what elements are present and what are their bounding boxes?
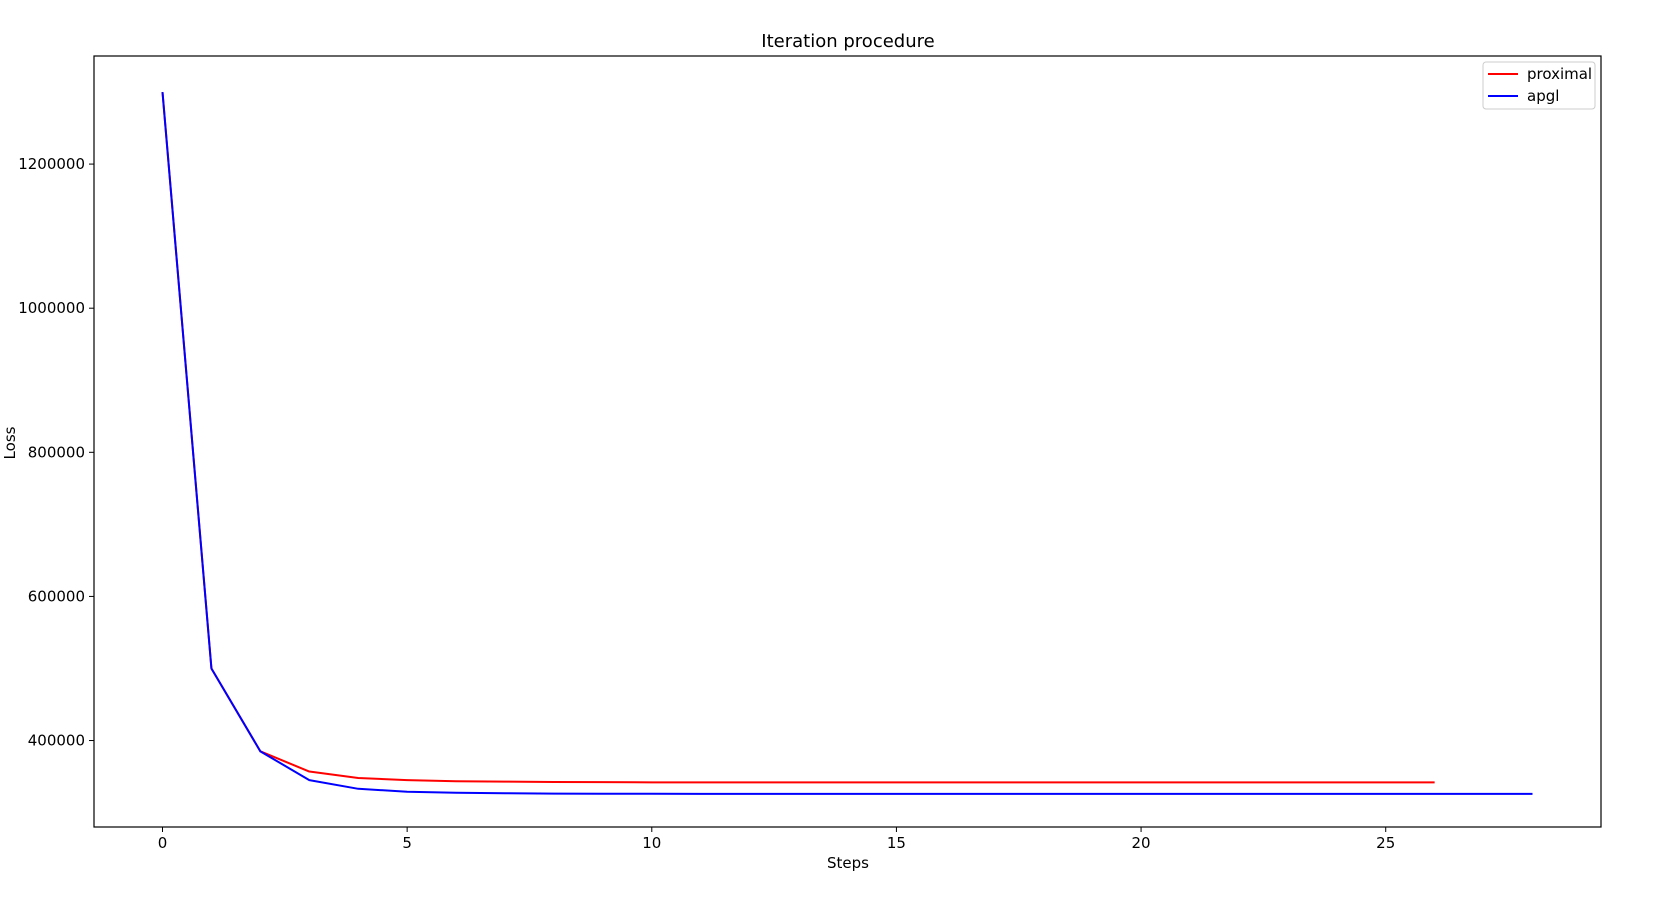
x-tick-label: 10 xyxy=(642,834,661,852)
x-tick-label: 0 xyxy=(158,834,168,852)
y-tick-label: 1200000 xyxy=(18,155,85,173)
x-tick-label: 5 xyxy=(402,834,412,852)
y-tick-label: 600000 xyxy=(28,587,85,605)
legend-label-proximal: proximal xyxy=(1527,65,1592,83)
y-axis-ticks: 400000 600000 800000 1000000 1200000 xyxy=(18,155,94,750)
series-lines xyxy=(161,91,1533,795)
plot-area xyxy=(93,55,1602,828)
legend-label-apgl: apgl xyxy=(1527,87,1559,105)
x-axis-label: Steps xyxy=(827,854,869,872)
y-tick-label: 400000 xyxy=(28,732,85,750)
series-line-proximal xyxy=(161,91,1435,784)
y-tick-label: 1000000 xyxy=(18,299,85,317)
y-tick-label: 800000 xyxy=(28,443,85,461)
x-tick-label: 25 xyxy=(1376,834,1395,852)
y-axis-label: Loss xyxy=(1,426,19,459)
x-tick-label: 15 xyxy=(887,834,906,852)
chart-title: Iteration procedure xyxy=(761,31,934,52)
legend: proximal apgl xyxy=(1482,61,1596,110)
x-tick-label: 20 xyxy=(1132,834,1151,852)
series-line-apgl xyxy=(161,91,1533,795)
x-axis-ticks: 0 5 10 15 20 25 xyxy=(158,827,1395,852)
